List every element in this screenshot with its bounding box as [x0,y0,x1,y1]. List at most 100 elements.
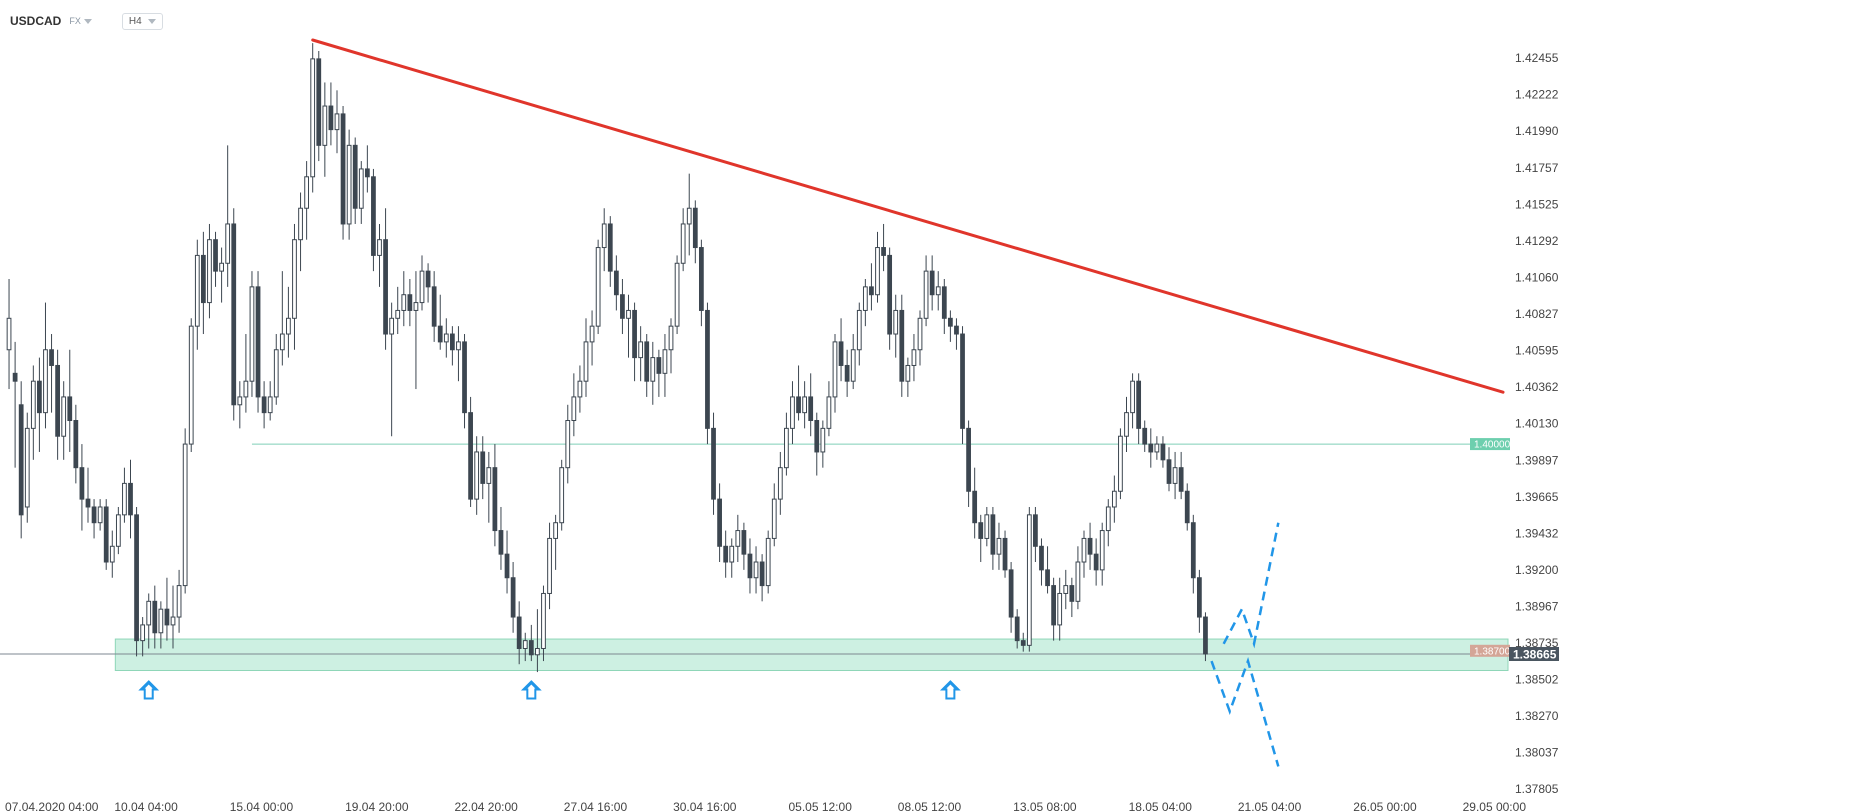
candle-bear [164,608,170,626]
candle-bull [668,325,674,351]
x-tick-label: 08.05 12:00 [898,800,962,811]
projection-bullish-path [1222,522,1280,649]
candle-bull [182,443,188,587]
level-price-tag [1470,438,1510,451]
candle-bull [784,427,789,469]
candle-bear [607,223,613,272]
candle-bear [692,207,698,249]
candle-bear [352,144,358,209]
candle-bull [541,592,546,649]
candle-bear [1045,569,1050,587]
timeframe-selector[interactable]: H4 [121,12,163,30]
candle-bull [802,396,808,414]
candle-bear [705,309,710,429]
zone-price-tag [1470,644,1510,657]
candle-bull [735,530,741,547]
x-tick-label: 18.05 04:00 [1129,800,1193,811]
candle-bull [559,467,565,524]
y-tick-label: 1.39200 [1515,563,1559,577]
market-selector[interactable]: FX [69,16,92,26]
candle-bull [686,207,692,225]
candle-bull [832,341,838,398]
annotations-layer: 1.40000 1.38700 [138,38,1511,767]
candle-bull [456,341,461,351]
candle-bear [49,349,54,366]
support-zone [114,638,1509,672]
candle-bull [358,168,364,209]
candle-bear [632,309,637,359]
candle-bull [771,498,777,539]
candle-bear [480,451,486,484]
candle-bear [91,506,97,524]
candle-bear [364,168,370,178]
candle-bull [595,247,601,327]
candle-bear [152,600,158,634]
candle-bull [1154,443,1160,453]
candle-bear [37,380,42,414]
zone-price-tag-label: 1.38700 [1474,646,1511,657]
candle-bull [917,317,923,351]
candle-bull [905,364,911,382]
candle-bull [601,223,607,249]
arrow-up-shape [520,680,542,700]
candle-bull [237,396,243,406]
candle-bull [1130,380,1135,414]
candle-bull [553,522,559,539]
candle-bear [1039,545,1044,571]
y-tick-label: 1.38037 [1515,746,1559,760]
candle-bear [1178,467,1184,492]
candle-bull [474,451,480,500]
candle-bear [656,357,662,374]
candle-bull [753,561,759,579]
y-tick-label: 1.38735 [1515,636,1559,650]
x-tick-label: 21.05 04:00 [1238,800,1302,811]
level-price-tag-label: 1.40000 [1474,440,1511,451]
candle-bull [158,608,164,634]
candle-bull [777,467,783,500]
candle-bull [1063,585,1069,594]
chevron-down-icon [83,18,92,24]
candle-bear [67,396,73,422]
candle-bull [535,647,540,656]
candle-bull [6,317,12,351]
candle-bull [395,309,401,319]
candle-bear [1184,490,1190,524]
candle-bear [1196,577,1202,618]
y-tick-label: 1.40827 [1515,307,1559,321]
candle-bull [826,396,832,429]
candle-bear [1069,585,1075,602]
candle-bull [443,333,449,343]
y-tick-label: 1.42455 [1515,51,1559,65]
candle-bull [1099,530,1105,571]
candle-bull [674,262,680,327]
candle-bear [492,467,498,532]
symbol-label[interactable]: USDCAD [10,14,62,28]
y-axis: 1.42455 1.42222 1.41990 1.41757 1.41525 1.412… [1509,51,1559,796]
candle-bear [103,506,109,563]
candle-bull [401,294,407,311]
candle-bear [134,514,139,642]
candle-bull [304,176,310,209]
candle-bull [286,317,291,335]
x-tick-label: 07.04.2020 04:00 [5,800,99,811]
candle-bull [225,223,231,264]
candle-bull [729,545,735,563]
resistance-trendline [311,38,1505,394]
y-tick-label: 1.41525 [1515,197,1559,211]
candle-bear [1014,616,1020,642]
candle-bull [571,396,577,422]
candle-bull [176,585,182,618]
candle-bull [856,309,862,351]
candle-bear [255,286,261,398]
arrow-up-chevron [142,682,156,691]
candle-bear [723,545,729,563]
candle-bear [79,467,85,500]
candle-bull [680,223,686,264]
candle-bear [887,254,893,335]
candle-bull [911,349,917,366]
x-tick-label: 13.05 08:00 [1013,800,1077,811]
candle-bull [249,286,255,382]
candle-bear [698,247,704,311]
candle-bull [122,482,127,516]
